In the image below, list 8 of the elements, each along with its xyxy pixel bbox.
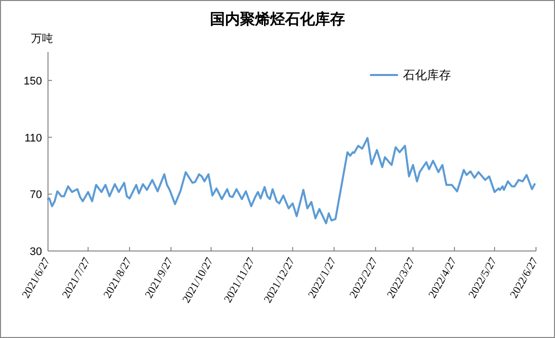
y-tick-label: 150 (24, 75, 42, 88)
y-axis-title: 万吨 (31, 32, 53, 45)
y-tick-label: 110 (24, 132, 42, 144)
chart-title: 国内聚烯烃石化库存 (210, 10, 345, 28)
legend-label: 石化库存 (403, 68, 451, 82)
y-tick-label: 70 (30, 189, 42, 202)
legend: 石化库存 (370, 68, 451, 82)
y-tick-label: 30 (30, 246, 42, 258)
